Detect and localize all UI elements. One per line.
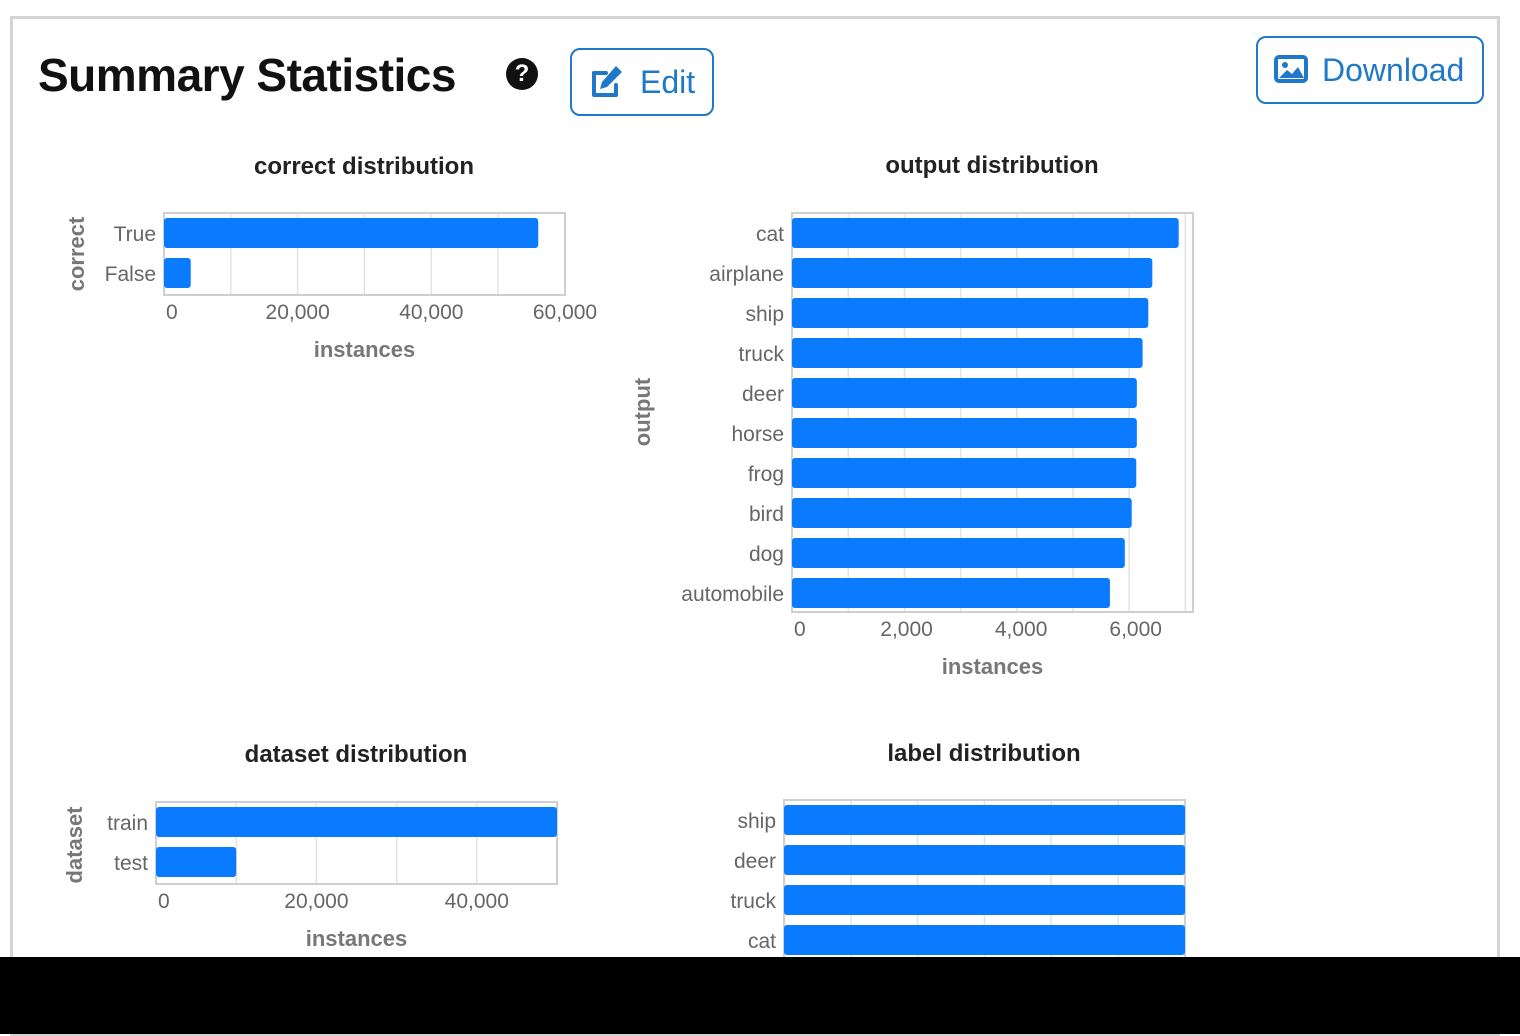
y-axis-label: output	[630, 377, 655, 446]
category-label: test	[114, 852, 148, 875]
category-label: horse	[731, 423, 784, 446]
screen-bottom-edge	[0, 957, 1520, 1034]
bar-ship	[784, 805, 1185, 835]
category-label: ship	[745, 303, 784, 326]
x-axis-label: instances	[314, 337, 416, 362]
x-tick-label: 2,000	[880, 618, 933, 641]
x-tick-label: 20,000	[266, 301, 330, 324]
y-axis-label: correct	[64, 216, 89, 291]
plot-frame	[791, 212, 1194, 613]
category-label: dog	[749, 543, 784, 566]
category-label: cat	[748, 930, 776, 953]
bar-airplane	[792, 258, 1153, 288]
category-label: truck	[730, 890, 776, 913]
bar-horse	[792, 418, 1137, 448]
bar-bird	[792, 498, 1132, 528]
category-label: deer	[734, 850, 776, 873]
plot-frame	[163, 212, 566, 296]
bar-ship	[792, 298, 1149, 328]
plot-frame	[783, 799, 1186, 957]
chart-output-distribution: output distribution cat airplane ship truck d…	[630, 152, 1194, 679]
chart-title: correct distribution	[254, 153, 474, 180]
x-tick-label: 40,000	[399, 301, 463, 324]
bar-deer	[792, 378, 1137, 408]
bar-automobile	[792, 578, 1110, 608]
summary-statistics-panel	[10, 16, 1500, 1036]
x-tick-label: 0	[158, 890, 170, 913]
bar-frog	[792, 458, 1137, 488]
category-label: train	[107, 812, 148, 835]
bar-False	[164, 258, 191, 288]
category-label: cat	[756, 223, 784, 246]
category-label: deer	[742, 383, 784, 406]
category-label: False	[105, 263, 156, 286]
bar-cat	[792, 218, 1179, 248]
charts-area: correct distribution True False 0 20,000 40,0…	[62, 152, 1194, 957]
bar-True	[164, 218, 539, 248]
chart-label-distribution: label distribution ship deer truck cat	[730, 740, 1186, 957]
x-tick-label: 0	[794, 618, 806, 641]
category-label: frog	[748, 463, 784, 486]
x-axis-label: instances	[306, 926, 408, 951]
x-tick-label: 4,000	[995, 618, 1048, 641]
page-title: Summary Statistics	[38, 49, 456, 101]
category-label: True	[114, 223, 156, 246]
y-axis-label: dataset	[62, 806, 87, 884]
image-icon	[1274, 54, 1308, 86]
x-tick-label: 0	[166, 301, 178, 324]
category-label: airplane	[709, 263, 784, 286]
category-label: bird	[749, 503, 784, 526]
x-axis-label: instances	[942, 654, 1044, 679]
pencil-square-icon	[588, 63, 626, 102]
plot-frame	[155, 801, 558, 885]
category-label: automobile	[681, 583, 784, 606]
chart-title: label distribution	[887, 740, 1080, 767]
x-tick-label: 6,000	[1109, 618, 1162, 641]
bar-deer	[784, 845, 1185, 875]
bar-truck	[792, 338, 1143, 368]
x-tick-label: 60,000	[533, 301, 597, 324]
download-button[interactable]: Download	[1256, 36, 1484, 104]
download-button-label: Download	[1322, 51, 1465, 88]
x-tick-label: 40,000	[445, 890, 509, 913]
chart-dataset-distribution: dataset distribution train test 0 20,000 40,0…	[62, 741, 558, 951]
bar-train	[156, 807, 557, 837]
x-tick-label: 20,000	[284, 890, 348, 913]
bar-test	[156, 847, 237, 877]
chart-title: output distribution	[885, 152, 1098, 179]
bar-truck	[784, 885, 1185, 915]
bar-cat	[784, 925, 1185, 955]
category-label: truck	[738, 343, 784, 366]
edit-button[interactable]: Edit	[570, 48, 714, 116]
chart-title: dataset distribution	[245, 741, 468, 768]
category-label: ship	[737, 810, 776, 833]
chart-correct-distribution: correct distribution True False 0 20,000 40,0…	[64, 153, 597, 362]
edit-button-label: Edit	[640, 63, 696, 100]
help-icon[interactable]: ?	[506, 58, 538, 90]
bar-dog	[792, 538, 1125, 568]
